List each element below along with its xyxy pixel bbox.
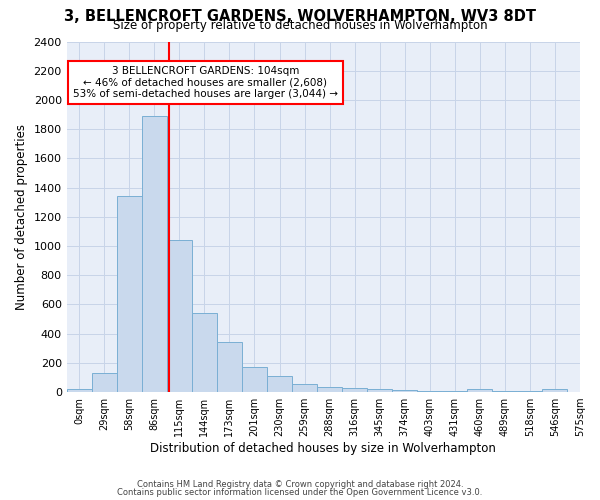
Bar — [267, 376, 292, 392]
Bar — [167, 240, 192, 392]
X-axis label: Distribution of detached houses by size in Wolverhampton: Distribution of detached houses by size … — [151, 442, 496, 455]
Bar — [242, 368, 267, 392]
Bar — [367, 389, 392, 392]
Bar — [317, 387, 342, 392]
Bar — [542, 389, 568, 392]
Text: 3, BELLENCROFT GARDENS, WOLVERHAMPTON, WV3 8DT: 3, BELLENCROFT GARDENS, WOLVERHAMPTON, W… — [64, 9, 536, 24]
Bar — [392, 390, 417, 392]
Y-axis label: Number of detached properties: Number of detached properties — [15, 124, 28, 310]
Bar — [117, 196, 142, 392]
Bar — [217, 342, 242, 392]
Bar — [342, 388, 367, 392]
Bar — [142, 116, 167, 392]
Bar — [67, 389, 92, 392]
Bar — [92, 373, 117, 392]
Text: Contains HM Land Registry data © Crown copyright and database right 2024.: Contains HM Land Registry data © Crown c… — [137, 480, 463, 489]
Bar — [467, 389, 493, 392]
Text: Size of property relative to detached houses in Wolverhampton: Size of property relative to detached ho… — [113, 19, 487, 32]
Text: Contains public sector information licensed under the Open Government Licence v3: Contains public sector information licen… — [118, 488, 482, 497]
Text: 3 BELLENCROFT GARDENS: 104sqm
← 46% of detached houses are smaller (2,608)
53% o: 3 BELLENCROFT GARDENS: 104sqm ← 46% of d… — [73, 66, 338, 99]
Bar — [192, 313, 217, 392]
Bar — [292, 384, 317, 392]
Bar — [417, 390, 442, 392]
